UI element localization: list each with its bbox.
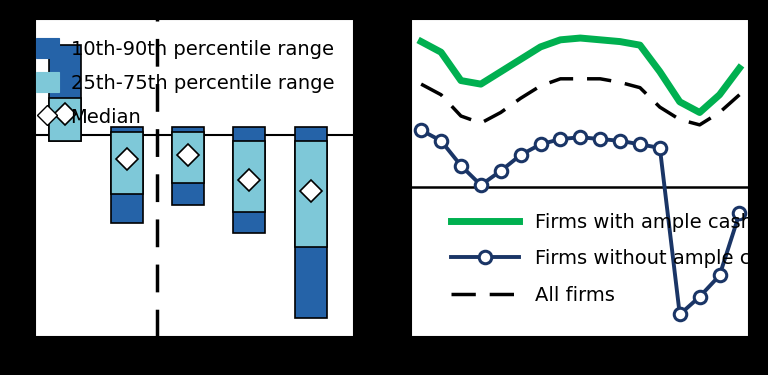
Bar (111, 127, 142, 223)
Bar (111, 132, 142, 194)
Bar (172, 127, 204, 205)
Legend: 10th-90th percentile range, 25th-75th percentile range, Median: 10th-90th percentile range, 25th-75th pe… (26, 28, 343, 136)
Bar (233, 127, 265, 233)
Bar (49, 99, 81, 141)
Legend: Firms with ample cash, Firms without ample cash, All firms: Firms with ample cash, Firms without amp… (427, 189, 768, 328)
Bar (172, 132, 204, 183)
Bar (294, 127, 326, 318)
Bar (294, 141, 326, 247)
Bar (49, 45, 81, 141)
Bar (233, 141, 265, 212)
